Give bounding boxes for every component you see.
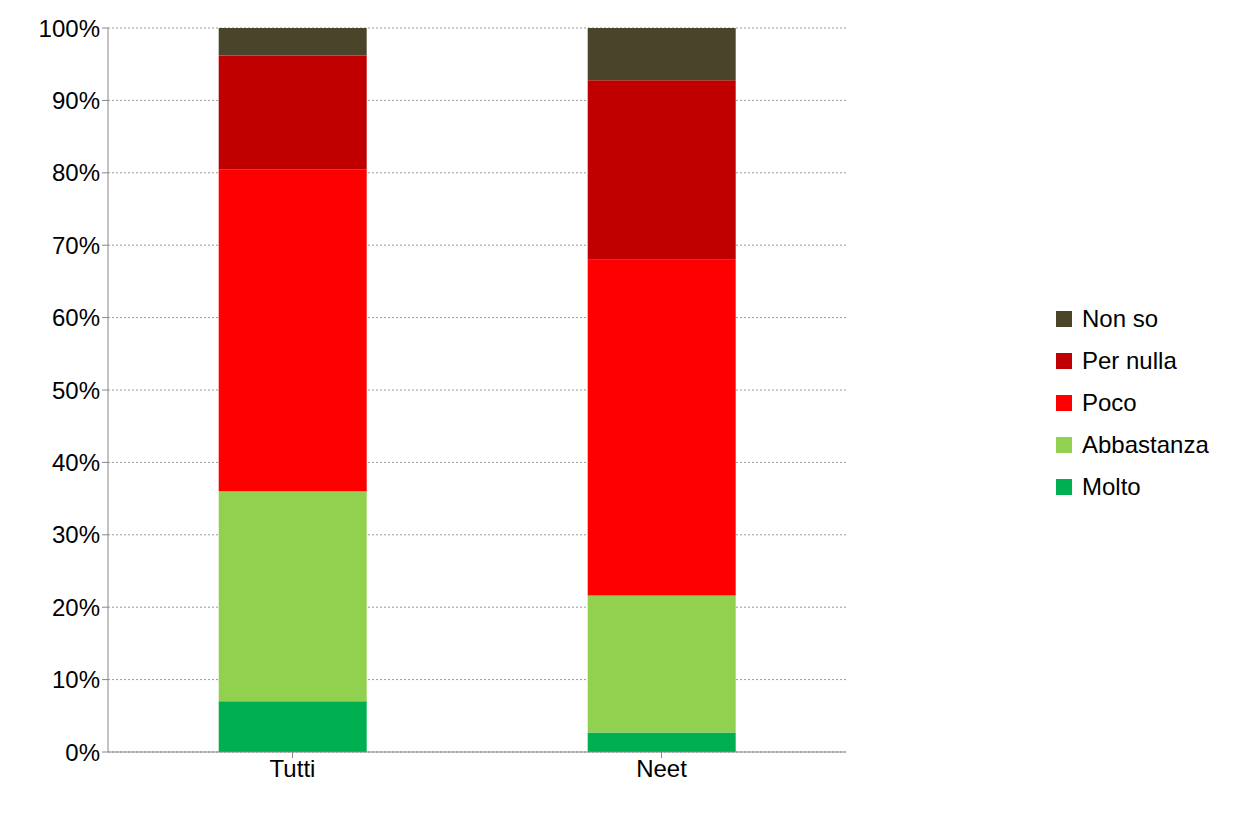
- svg-text:0%: 0%: [65, 739, 100, 766]
- html-text:Poco: Poco: [1082, 389, 1137, 416]
- svg-text:80%: 80%: [52, 159, 100, 186]
- svg-text:40%: 40%: [52, 449, 100, 476]
- svg-text:20%: 20%: [52, 594, 100, 621]
- html-text:Molto: Molto: [1082, 473, 1141, 500]
- svg-text:50%: 50%: [52, 377, 100, 404]
- svg-text:30%: 30%: [52, 521, 100, 548]
- svg-text:100%: 100%: [39, 15, 100, 42]
- html-text:Non so: Non so: [1082, 305, 1158, 332]
- svg-text:10%: 10%: [52, 666, 100, 693]
- svg-text:Neet: Neet: [636, 755, 687, 782]
- svg-text:90%: 90%: [52, 87, 100, 114]
- svg-text:70%: 70%: [52, 232, 100, 259]
- html-text:Abbastanza: Abbastanza: [1082, 431, 1209, 458]
- svg-text:60%: 60%: [52, 304, 100, 331]
- svg-text:Tutti: Tutti: [270, 755, 316, 782]
- html-text:Per nulla: Per nulla: [1082, 347, 1177, 374]
